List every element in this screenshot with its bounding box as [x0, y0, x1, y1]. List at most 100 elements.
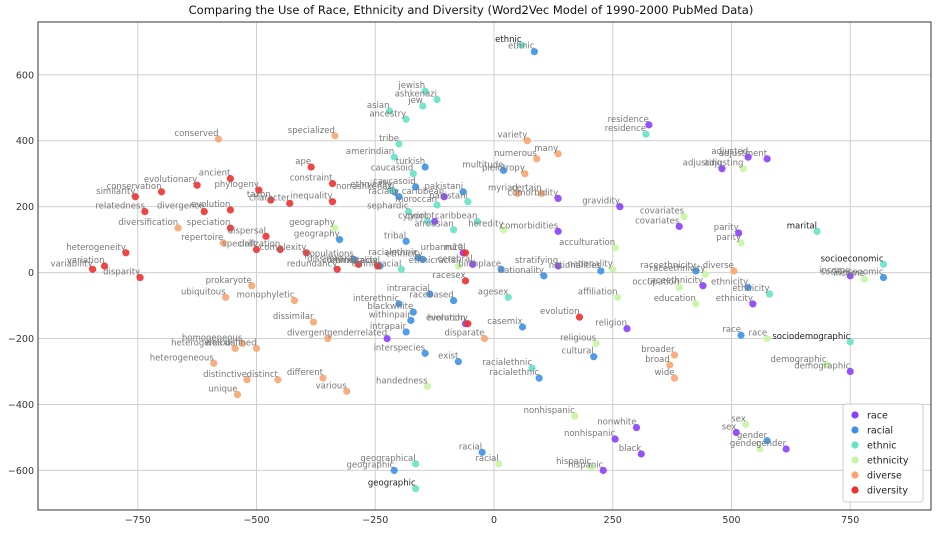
point-diverse [730, 267, 738, 275]
legend-marker-diverse [851, 471, 859, 479]
point-label: ethnicity [716, 294, 753, 304]
point-label: sex [722, 423, 737, 433]
point-label: commonality [322, 256, 377, 266]
point-race [846, 272, 854, 280]
point-racial [421, 163, 429, 171]
point-label: redundancy [287, 259, 337, 269]
point-racial [879, 273, 888, 282]
point-label: ethnic [495, 35, 522, 45]
point-racial [390, 466, 398, 475]
point-label: racialethnic [489, 368, 539, 378]
point-ethnic [879, 260, 888, 268]
x-tick-label: 500 [722, 515, 740, 526]
point-label: nonwhite [597, 418, 636, 428]
point-label: ape [295, 157, 311, 167]
point-racial [590, 353, 598, 361]
point-label: variability [50, 259, 92, 269]
point-label: cerebral [438, 254, 473, 264]
point-label: genderrelated [327, 329, 387, 339]
point-label: demographic [794, 362, 850, 372]
point-label: ethnicracial [352, 259, 402, 269]
point-label: sociodemographic [772, 332, 850, 342]
plot-frame [37, 21, 932, 511]
point-diversity [575, 313, 584, 321]
point-label: racial [459, 442, 482, 452]
point-race [599, 466, 607, 475]
point-label: ancestry [369, 109, 406, 119]
point-diverse [480, 334, 489, 343]
point-label: tribal [384, 231, 406, 241]
point-label: ethnicity [386, 249, 423, 259]
point-racial [395, 193, 403, 201]
point-label: religious [560, 333, 597, 343]
point-label: black [619, 444, 642, 454]
point-diverse [331, 132, 339, 140]
point-diverse [243, 376, 251, 384]
point-ethnic [846, 338, 854, 346]
y-tick-label: 400 [16, 136, 34, 147]
point-label: myriad [488, 183, 518, 193]
point-diverse [214, 135, 223, 143]
point-label: hispanic [568, 460, 604, 470]
point-label: race [749, 329, 768, 339]
point-label: nationalities [549, 261, 602, 271]
point-diverse [222, 293, 230, 301]
point-label: homogeneous [182, 333, 243, 343]
point-label: gender [730, 439, 761, 449]
point-label: handedness [376, 376, 428, 386]
point-label: ancient [199, 169, 231, 179]
point-label: heterogeneous [150, 353, 215, 363]
point-ethnic [813, 227, 821, 235]
y-tick-label: −200 [8, 334, 34, 345]
point-diversity [328, 179, 337, 188]
point-label: agesex [478, 287, 508, 297]
point-label: evolution [426, 314, 466, 324]
point-diversity [286, 199, 294, 207]
legend-marker-race [851, 411, 859, 419]
point-label: income [833, 269, 864, 279]
point-label: exist [438, 352, 459, 362]
point-diversity [157, 188, 166, 196]
legend-label: diverse [867, 471, 902, 482]
point-ethnicity [739, 165, 747, 173]
point-ethnic [397, 265, 405, 273]
point-racial [692, 267, 700, 275]
point-ethnicity [609, 265, 617, 273]
point-diverse [231, 344, 239, 353]
point-diversity [328, 198, 337, 206]
point-label: nationality [499, 266, 544, 276]
point-label: racially [368, 187, 399, 197]
point-ethnicity [680, 212, 688, 221]
point-label: divergence [157, 202, 204, 212]
point-label: pakistani [425, 182, 464, 192]
point-ethnic [395, 140, 403, 148]
point-label: urbanrural [421, 243, 466, 253]
point-label: distinctive [203, 370, 247, 380]
point-label: gender [756, 439, 787, 449]
point-ethnicity [592, 339, 600, 348]
point-label: occupation [632, 277, 679, 287]
y-tick-label: −600 [8, 466, 34, 477]
point-ethnic [412, 460, 420, 468]
legend-marker-racial [851, 426, 859, 434]
point-ethnic [473, 217, 481, 226]
point-diversity [374, 262, 382, 270]
point-label: caribbean [402, 187, 444, 197]
point-label: broader [641, 345, 675, 355]
point-diverse [238, 339, 246, 348]
y-tick-label: 0 [28, 268, 34, 279]
point-label: different [287, 368, 324, 378]
point-ethnic [385, 107, 394, 115]
point-label: demographic [770, 355, 826, 365]
point-ethnicity [756, 445, 764, 453]
point-label: geography [289, 218, 335, 228]
point-ethnic [404, 207, 413, 216]
point-ethnicity [763, 334, 771, 343]
point-label: sephardic [367, 202, 409, 212]
x-tick-label: 0 [491, 515, 497, 526]
point-ethnicity [495, 460, 503, 468]
point-race [431, 217, 439, 226]
point-label: ethnicity [711, 277, 748, 287]
point-diverse [290, 297, 299, 305]
point-label: casemix [487, 317, 522, 327]
